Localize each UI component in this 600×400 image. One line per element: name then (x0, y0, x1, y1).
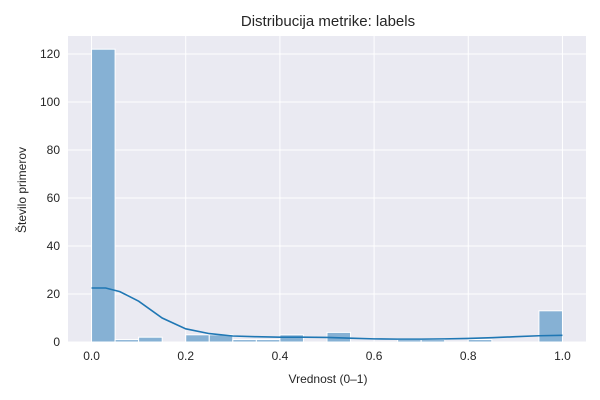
grid-lines (68, 36, 586, 343)
y-tick-label: 80 (47, 143, 61, 157)
y-tick-label: 0 (53, 335, 60, 349)
x-tick-label: 0.6 (366, 349, 383, 363)
x-tick-labels: 0.0 0.2 0.4 0.6 0.8 1.0 (83, 349, 571, 363)
y-axis-label: Število primerov (14, 147, 29, 233)
y-tick-label: 40 (47, 239, 61, 253)
y-tick-label: 100 (40, 95, 60, 109)
histogram-bar (91, 48, 116, 343)
x-tick-label: 0.0 (83, 349, 100, 363)
x-tick-label: 0.4 (272, 349, 289, 363)
histogram-bar (255, 339, 281, 343)
histogram-bar (114, 339, 140, 343)
y-tick-label: 120 (40, 47, 60, 61)
chart-title: Distribucija metrike: labels (241, 13, 415, 30)
histogram-bar (397, 339, 422, 343)
x-tick-label: 0.2 (177, 349, 194, 363)
x-tick-label: 1.0 (554, 349, 571, 363)
plot-area (68, 36, 586, 342)
histogram-bar (279, 334, 304, 343)
kde-curve (91, 287, 563, 340)
histogram-bar (185, 334, 210, 343)
histogram-bar (420, 339, 446, 343)
histogram-bar (138, 336, 163, 343)
y-tick-label: 20 (47, 287, 61, 301)
histogram-bars (91, 48, 563, 343)
x-axis-label: Vrednost (0–1) (289, 372, 368, 386)
histogram-bar (232, 339, 257, 343)
histogram-bar (538, 310, 563, 343)
histogram-bar (467, 339, 493, 343)
y-tick-label: 60 (47, 191, 61, 205)
y-tick-labels: 0 20 40 60 80 100 120 (40, 47, 60, 349)
x-tick-label: 0.8 (460, 349, 477, 363)
